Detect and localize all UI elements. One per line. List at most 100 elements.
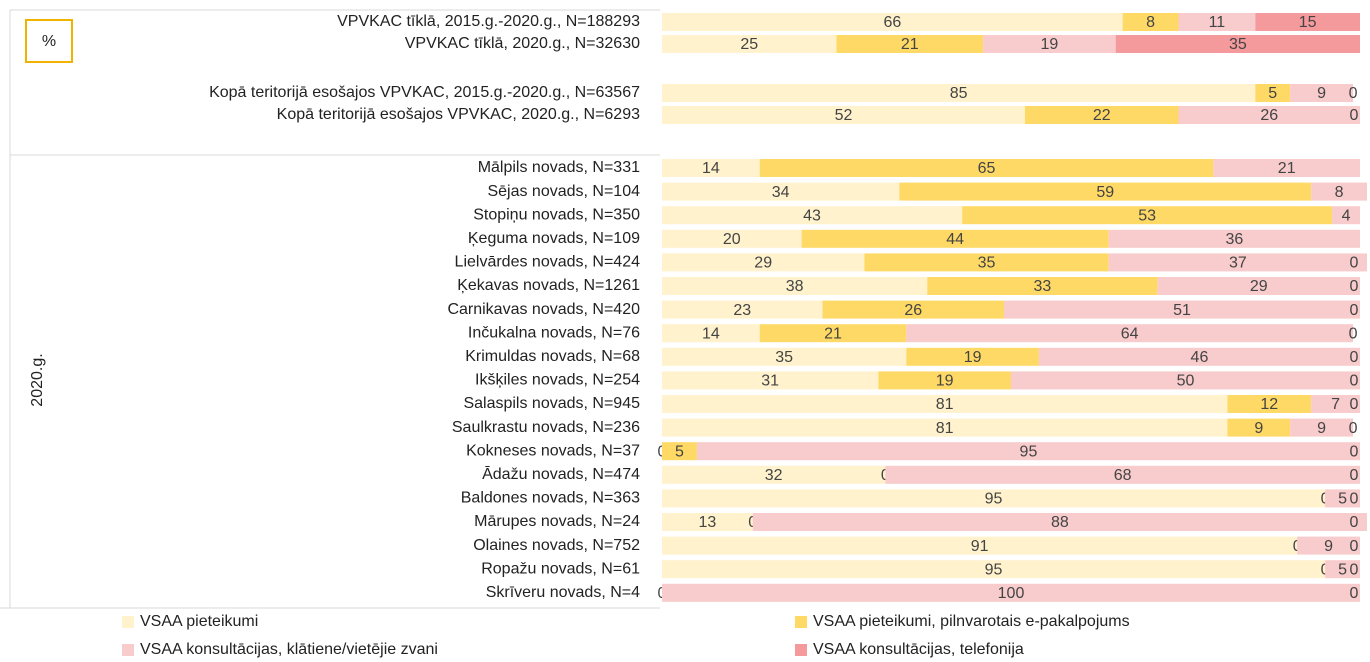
- segment-label: 29: [1250, 278, 1268, 295]
- bar-segment: [662, 229, 802, 248]
- bar-segment: [1122, 13, 1179, 31]
- bar-segment: [662, 84, 1256, 102]
- segment-label: 26: [904, 302, 922, 319]
- bar-segment: [1227, 395, 1312, 413]
- category-label: Kokneses novads, N=37: [466, 442, 640, 459]
- bar-segment: [983, 35, 1116, 53]
- segment-label: 88: [1051, 514, 1069, 531]
- segment-label: 37: [1229, 255, 1247, 272]
- legend-swatch: [122, 644, 134, 656]
- segment-label: 0: [1350, 396, 1359, 413]
- bar-segment: [878, 371, 1011, 390]
- category-label: Mārupes novads, N=24: [474, 513, 640, 530]
- bar-segment: [1011, 371, 1360, 390]
- bar-segment: [962, 206, 1333, 225]
- unit-label: %: [42, 33, 56, 50]
- category-label: Saulkrastu novads, N=236: [452, 419, 640, 436]
- bar-segment: [1311, 395, 1360, 413]
- segment-label: 21: [901, 36, 919, 53]
- category-label: Sējas novads, N=104: [487, 183, 640, 200]
- legend-label: VSAA pieteikumi: [140, 613, 258, 630]
- bar-segment: [662, 35, 837, 53]
- segment-label: 44: [946, 231, 964, 248]
- bar-segment: [696, 442, 1360, 461]
- bar-segment: [906, 324, 1354, 343]
- segment-label: 8: [1335, 184, 1344, 201]
- bar-segment: [1178, 13, 1256, 31]
- segment-label: 0: [1350, 373, 1359, 390]
- bar-segment: [1325, 560, 1360, 579]
- segment-label: 0: [1349, 420, 1358, 437]
- segment-label: 50: [1177, 373, 1195, 390]
- bar-segment: [662, 300, 823, 319]
- segment-label: 33: [1034, 278, 1052, 295]
- segment-label: 20: [723, 231, 741, 248]
- segment-label: 0: [1350, 107, 1359, 124]
- bar-segment: [662, 182, 900, 201]
- category-label: Ropažu novads, N=61: [481, 560, 640, 577]
- bar-segment: [662, 442, 697, 461]
- legend-label: VSAA konsultācijas, klātiene/vietējie zv…: [140, 641, 438, 658]
- bar-segment: [662, 277, 928, 295]
- segment-label: 5: [1268, 85, 1277, 102]
- bar-segment: [1311, 182, 1367, 201]
- category-label: Inčukalna novads, N=76: [468, 324, 640, 341]
- segment-label: 9: [1317, 85, 1326, 102]
- category-label: Skrīveru novads, N=4: [486, 584, 640, 601]
- group-label: 2020.g.: [29, 353, 46, 406]
- category-label: Mālpils novads, N=331: [478, 159, 640, 176]
- segment-label: 34: [772, 184, 790, 201]
- bar-segment: [662, 513, 753, 531]
- bar-segment: [906, 347, 1039, 366]
- segment-label: 21: [824, 325, 842, 342]
- segment-label: 66: [883, 14, 901, 31]
- segment-label: 5: [1338, 561, 1347, 578]
- segment-label: 23: [733, 302, 751, 319]
- bar-segment: [822, 300, 1005, 319]
- segment-label: 53: [1138, 207, 1156, 224]
- segment-label: 95: [1020, 443, 1038, 460]
- bar-segment: [1255, 13, 1360, 31]
- bar-segment: [927, 277, 1158, 295]
- legend-swatch: [795, 616, 807, 628]
- segment-label: 0: [1350, 514, 1359, 531]
- legend-swatch: [122, 616, 134, 628]
- segment-label: 0: [1350, 467, 1359, 484]
- bar-segment: [1290, 84, 1354, 102]
- segment-label: 5: [675, 443, 684, 460]
- bar-segment: [1038, 347, 1360, 366]
- bar-segment: [662, 395, 1228, 413]
- bar-segment: [1157, 277, 1360, 295]
- segment-label: 13: [698, 514, 716, 531]
- category-label: VPVKAC tīklā, 2020.g., N=32630: [405, 35, 640, 52]
- bar-segment: [899, 182, 1312, 201]
- segment-label: 9: [1324, 538, 1333, 555]
- segment-label: 26: [1260, 107, 1278, 124]
- bar-segment: [1178, 106, 1360, 124]
- bar-segment: [662, 536, 1298, 555]
- legend-swatch: [795, 644, 807, 656]
- bar-segment: [1115, 35, 1360, 53]
- segment-label: 9: [1254, 420, 1263, 437]
- segment-label: 21: [1278, 160, 1296, 177]
- segment-label: 81: [936, 420, 954, 437]
- segment-label: 95: [985, 561, 1003, 578]
- segment-label: 25: [740, 36, 758, 53]
- bar-segment: [1024, 106, 1179, 124]
- segment-label: 9: [1317, 420, 1326, 437]
- bar-segment: [662, 371, 879, 390]
- segment-label: 85: [950, 85, 968, 102]
- bar-segment: [1255, 84, 1291, 102]
- segment-label: 0: [1349, 85, 1358, 102]
- segment-label: 32: [765, 467, 783, 484]
- bar-segment: [662, 159, 760, 177]
- segment-label: 4: [1342, 207, 1351, 224]
- segment-label: 14: [702, 160, 720, 177]
- bar-segment: [1004, 300, 1360, 319]
- segment-label: 0: [1350, 349, 1359, 366]
- segment-label: 19: [936, 373, 954, 390]
- bar-segment: [1290, 418, 1354, 437]
- category-label: Krimuldas novads, N=68: [465, 348, 640, 365]
- segment-label: 0: [1350, 443, 1359, 460]
